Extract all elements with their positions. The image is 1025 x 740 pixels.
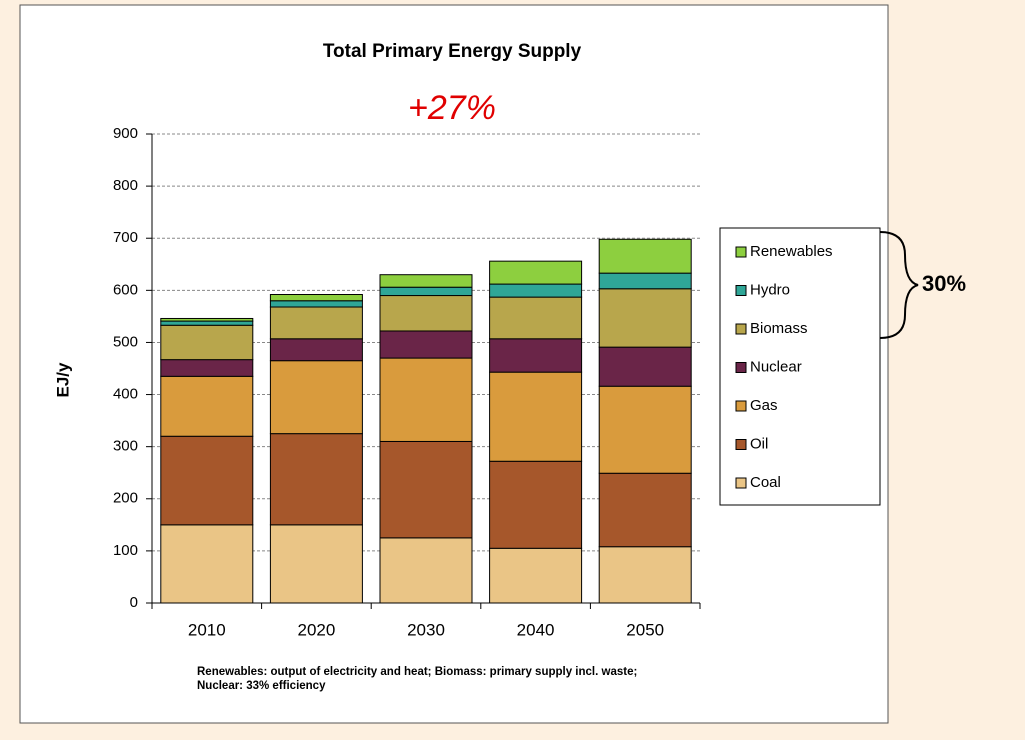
bar-segment: [160, 359, 254, 377]
bar-segment: [160, 317, 254, 322]
legend-swatch: [735, 246, 747, 258]
y-tick-label: 600: [113, 281, 138, 298]
bar-segment: [379, 286, 473, 297]
legend-label: Biomass: [750, 320, 808, 337]
bar-segment: [269, 306, 363, 340]
footnote: Nuclear: 33% efficiency: [197, 680, 326, 692]
bar-segment: [489, 296, 583, 340]
bar-segment: [269, 524, 363, 604]
bar-segment: [598, 472, 692, 548]
y-tick-label: 700: [113, 229, 138, 246]
bar-segment: [160, 435, 254, 526]
legend: [719, 227, 881, 506]
legend-swatch: [735, 323, 747, 335]
x-tick-label: 2020: [297, 620, 335, 639]
bar-segment: [489, 260, 583, 285]
bar-segment: [598, 272, 692, 290]
bar-segment: [598, 385, 692, 474]
legend-label: Coal: [750, 474, 781, 491]
bar-segment: [269, 294, 363, 302]
bar-segment: [160, 324, 254, 361]
legend-swatch: [735, 400, 747, 412]
bar-segment: [489, 338, 583, 373]
bar-segment: [379, 330, 473, 359]
legend-swatch: [735, 439, 747, 450]
growth-annotation: +27%: [408, 89, 496, 127]
y-axis-label: EJ/y: [53, 362, 72, 398]
bar-segment: [598, 238, 692, 274]
legend-label: Renewables: [750, 243, 833, 260]
bar-segment: [269, 433, 363, 526]
bar-segment: [489, 547, 583, 604]
legend-swatch: [735, 362, 747, 373]
y-tick-label: 900: [113, 125, 138, 142]
x-tick-label: 2030: [407, 620, 445, 639]
legend-label: Gas: [750, 397, 778, 414]
bar-segment: [489, 283, 583, 298]
bar-segment: [379, 357, 473, 442]
footnote: Renewables: output of electricity and he…: [197, 666, 637, 678]
bar-segment: [160, 375, 254, 437]
bar-segment: [160, 524, 254, 604]
y-tick-label: 500: [113, 333, 138, 350]
bar-segment: [598, 546, 692, 604]
y-tick-label: 300: [113, 438, 138, 455]
bar-segment: [489, 460, 583, 549]
y-tick-label: 100: [113, 542, 138, 559]
legend-label: Oil: [750, 435, 768, 452]
bar-segment: [269, 300, 363, 308]
x-tick-label: 2040: [517, 620, 555, 639]
bar-segment: [379, 295, 473, 332]
bar-segment: [489, 371, 583, 462]
legend-label: Nuclear: [750, 358, 802, 375]
y-tick-label: 0: [130, 594, 138, 611]
chart-title: Total Primary Energy Supply: [323, 41, 582, 62]
bar-segment: [379, 440, 473, 539]
bar-segment: [598, 288, 692, 348]
share-annotation: 30%: [922, 271, 966, 296]
bar-segment: [379, 537, 473, 604]
bar-segment: [598, 346, 692, 387]
y-tick-label: 800: [113, 177, 138, 194]
bar-segment: [269, 338, 363, 362]
x-tick-label: 2010: [188, 620, 226, 639]
legend-swatch: [735, 285, 747, 296]
bar-segment: [269, 360, 363, 435]
legend-label: Hydro: [750, 281, 790, 298]
bar-segment: [379, 274, 473, 288]
y-tick-label: 200: [113, 490, 138, 507]
x-tick-label: 2050: [626, 620, 664, 639]
bar-segment: [160, 320, 254, 326]
y-tick-label: 400: [113, 386, 138, 403]
legend-swatch: [735, 477, 747, 489]
bracket: [879, 231, 919, 339]
